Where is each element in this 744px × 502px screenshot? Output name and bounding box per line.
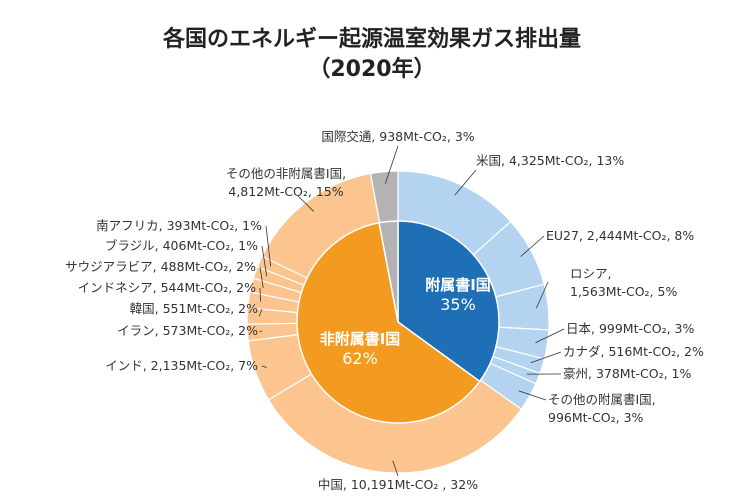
outer-label-line2-15: 4,812Mt-CO₂, 15% [228,184,343,199]
leader-15 [297,195,314,212]
outer-label-11: インドネシア, 544Mt-CO₂, 2% [78,280,256,295]
leader-10 [258,308,263,317]
leader-7 [392,460,399,477]
inner-percent-1: 62% [342,349,378,368]
outer-label-13: ブラジル, 406Mt-CO₂, 1% [105,238,258,253]
leader-1 [520,235,545,257]
leader-0 [454,169,477,196]
outer-labels: 米国, 4,325Mt-CO₂, 13% EU27, 2,444Mt-CO₂, 8… [65,129,704,492]
leader-16 [384,145,399,184]
leader-2 [535,281,549,309]
leader-14 [265,225,272,267]
outer-label-10: 韓国, 551Mt-CO₂, 2% [130,301,258,316]
inner-percent-0: 35% [440,295,476,314]
outer-label-0: 米国, 4,325Mt-CO₂, 13% [476,153,624,168]
chart-title: 各国のエネルギー起源温室効果ガス排出量 [162,26,581,52]
inner-label-1: 非附属書Ⅰ国 [320,330,401,348]
leader-6 [518,390,547,401]
leader-lines [258,145,565,477]
outer-label-9: イラン, 573Mt-CO₂, 2% [117,323,258,338]
outer-label-6: その他の附属書Ⅰ国, [548,392,656,407]
inner-ring [296,220,500,424]
outer-label-3: 日本, 999Mt-CO₂, 3% [566,321,694,336]
outer-label-line2-6: 996Mt-CO₂, 3% [548,410,644,425]
inner-slice-0 [397,220,500,383]
leader-12 [259,266,264,289]
outer-label-14: 南アフリカ, 393Mt-CO₂, 1% [96,218,262,233]
outer-label-12: サウジアラビア, 488Mt-CO₂, 2% [65,259,256,274]
leader-13 [261,245,268,277]
chart-subtitle: （2020年） [308,56,435,82]
leader-8 [261,365,267,368]
leader-3 [535,328,565,344]
outer-label-2: ロシア, [570,266,611,281]
outer-label-15: その他の非附属書Ⅰ国, [226,166,346,181]
outer-label-16: 国際交通, 938Mt-CO₂, 3% [321,129,474,144]
outer-label-7: 中国, 10,191Mt-CO₂ , 32% [318,477,478,492]
outer-label-line2-2: 1,563Mt-CO₂, 5% [570,284,677,299]
outer-label-5: 豪州, 378Mt-CO₂, 1% [563,366,691,381]
inner-label-0: 附属書Ⅰ国 [425,276,491,294]
outer-label-4: カナダ, 516Mt-CO₂, 2% [563,344,704,359]
inner-slice-2 [378,220,399,323]
leader-9 [259,330,263,333]
leader-4 [530,351,562,364]
outer-label-1: EU27, 2,444Mt-CO₂, 8% [546,228,694,243]
inner-slice-1 [296,221,481,424]
outer-label-8: インド, 2,135Mt-CO₂, 7% [105,358,258,373]
